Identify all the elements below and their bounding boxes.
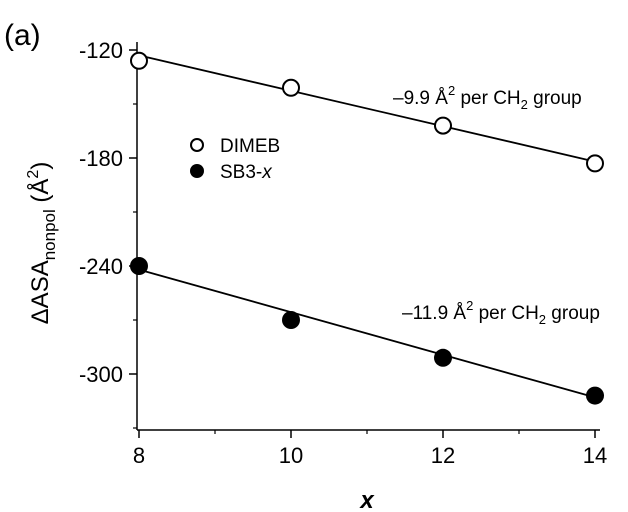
legend-label-dimeb: DIMEB xyxy=(220,136,280,157)
data-point-sb3 xyxy=(130,257,148,275)
x-tick-label: 12 xyxy=(431,443,455,468)
fit-lines xyxy=(138,54,596,399)
data-points xyxy=(130,51,604,405)
data-point-dimeb xyxy=(586,154,604,173)
x-tick-label: 10 xyxy=(279,443,303,468)
data-point-sb3 xyxy=(586,386,604,405)
legend: DIMEB SB3-x xyxy=(190,136,280,183)
x-tick-label: 8 xyxy=(133,443,145,468)
y-tick-label: -300 xyxy=(79,362,123,387)
y-tick-label: -120 xyxy=(79,38,123,63)
fit-line-dimeb xyxy=(138,54,596,163)
y-tick-label: -180 xyxy=(79,146,123,171)
legend-label-sb3: SB3-x xyxy=(220,162,273,183)
annotation-sb3-slope: –11.9 Å2 per CH2 group xyxy=(402,298,600,327)
data-point-sb3 xyxy=(282,311,300,329)
panel-label: (a) xyxy=(4,19,41,52)
y-axis-label: ΔASAnonpol (Å2) xyxy=(25,162,59,325)
data-point-dimeb xyxy=(282,78,300,97)
axes: -120 -180 -240 -300 8 10 12 14 xyxy=(79,38,607,468)
data-point-dimeb xyxy=(434,116,452,135)
legend-marker-sb3 xyxy=(190,164,204,178)
legend-marker-dimeb xyxy=(190,138,204,152)
data-point-sb3 xyxy=(434,348,452,367)
y-tick-label: -240 xyxy=(79,254,123,279)
fit-line-sb3 xyxy=(138,268,596,399)
data-point-dimeb xyxy=(130,51,148,70)
annotation-dimeb-slope: –9.9 Å2 per CH2 group xyxy=(393,83,582,112)
x-axis-label: x xyxy=(358,487,375,512)
x-tick-label: 14 xyxy=(583,443,607,468)
